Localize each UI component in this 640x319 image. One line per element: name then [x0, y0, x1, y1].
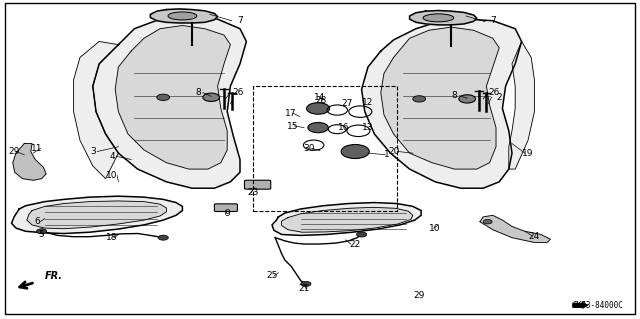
Text: 9: 9 — [225, 209, 230, 218]
Text: 5: 5 — [39, 230, 44, 239]
Circle shape — [308, 122, 328, 133]
Bar — [253, 86, 397, 211]
Polygon shape — [381, 27, 499, 169]
Text: 2: 2 — [497, 93, 502, 102]
Text: 14: 14 — [314, 93, 326, 102]
Text: 8: 8 — [452, 91, 457, 100]
Circle shape — [459, 95, 476, 103]
Polygon shape — [13, 144, 46, 180]
Circle shape — [483, 219, 492, 224]
Text: 26: 26 — [232, 88, 244, 97]
Polygon shape — [150, 9, 218, 23]
Ellipse shape — [423, 14, 454, 22]
Text: 30: 30 — [303, 144, 315, 153]
Circle shape — [301, 281, 311, 286]
Circle shape — [158, 235, 168, 240]
Polygon shape — [93, 16, 246, 188]
Text: 15: 15 — [287, 122, 298, 130]
Circle shape — [356, 232, 367, 237]
Text: 26: 26 — [488, 88, 500, 97]
Polygon shape — [509, 41, 534, 169]
Text: 7: 7 — [237, 16, 243, 25]
Text: 29: 29 — [413, 291, 425, 300]
Text: 12: 12 — [362, 98, 374, 107]
Polygon shape — [115, 26, 230, 169]
Text: 1: 1 — [385, 150, 390, 159]
Text: 23: 23 — [247, 189, 259, 197]
Text: 22: 22 — [349, 240, 361, 249]
Circle shape — [203, 93, 220, 101]
FancyArrow shape — [573, 302, 588, 308]
Text: 4: 4 — [109, 152, 115, 161]
Polygon shape — [362, 19, 522, 188]
Circle shape — [307, 103, 330, 114]
FancyBboxPatch shape — [244, 180, 271, 189]
Polygon shape — [74, 41, 118, 179]
Circle shape — [413, 96, 426, 102]
Polygon shape — [410, 11, 477, 25]
Text: SK73-84000C: SK73-84000C — [573, 301, 624, 310]
Text: 25: 25 — [266, 271, 278, 280]
Text: 20: 20 — [388, 147, 399, 156]
Text: 10: 10 — [429, 224, 441, 233]
Text: 24: 24 — [529, 232, 540, 241]
Text: 17: 17 — [285, 109, 297, 118]
Circle shape — [341, 145, 369, 159]
Text: 27: 27 — [342, 99, 353, 108]
Text: 16: 16 — [338, 123, 349, 132]
Text: 8: 8 — [196, 88, 201, 97]
Text: FR.: FR. — [45, 271, 63, 281]
Text: 29: 29 — [8, 147, 20, 156]
Text: 13: 13 — [362, 123, 374, 132]
FancyBboxPatch shape — [214, 204, 237, 211]
Polygon shape — [282, 207, 413, 232]
Circle shape — [157, 94, 170, 100]
Polygon shape — [27, 201, 166, 229]
Polygon shape — [480, 215, 550, 242]
Circle shape — [36, 229, 47, 234]
Polygon shape — [272, 203, 421, 235]
Polygon shape — [12, 196, 182, 234]
Text: 21: 21 — [298, 284, 310, 293]
Text: 11: 11 — [31, 144, 43, 153]
Text: 18: 18 — [106, 233, 118, 242]
Text: 19: 19 — [522, 149, 534, 158]
Text: 6: 6 — [35, 217, 40, 226]
Text: 10: 10 — [106, 171, 118, 180]
Text: 7: 7 — [490, 16, 495, 25]
Text: 28: 28 — [316, 96, 327, 105]
Ellipse shape — [168, 12, 197, 20]
Text: 3: 3 — [90, 147, 95, 156]
